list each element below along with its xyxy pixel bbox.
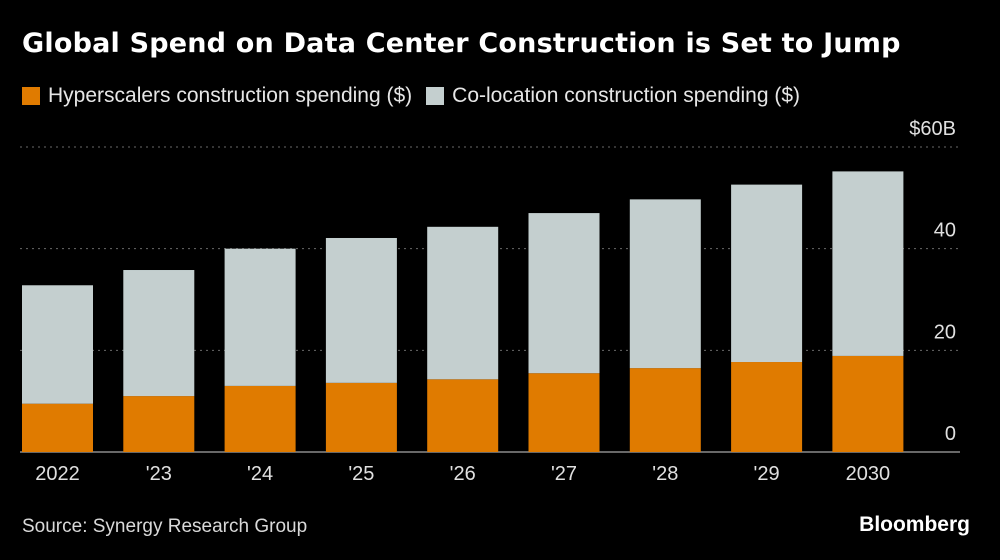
- bar-colocation: [731, 184, 803, 363]
- bar-colocation: [427, 226, 499, 380]
- y-tick-label: $60B: [909, 118, 956, 140]
- y-tick-label: 20: [934, 321, 956, 343]
- stacked-bar-chart: 0 20 40 $60B 2022 '23 '24 '25 '26 '27 '28 '29 2030: [20, 118, 960, 485]
- legend-label-hyperscalers: Hyperscalers construction spending ($): [48, 84, 413, 107]
- bar-colocation: [832, 171, 904, 356]
- bar-colocation: [629, 199, 701, 369]
- x-tick-label: '26: [450, 463, 476, 485]
- bar-hyperscalers: [123, 396, 195, 452]
- chart-title: Global Spend on Data Center Construction…: [22, 28, 901, 59]
- x-tick-label: 2022: [35, 463, 80, 485]
- legend-swatch-hyperscalers: [22, 87, 40, 105]
- x-tick-label: '24: [247, 463, 273, 485]
- x-tick-label: '25: [348, 463, 374, 485]
- legend: Hyperscalers construction spending ($) C…: [22, 84, 814, 108]
- bar-hyperscalers: [224, 385, 296, 452]
- legend-item-colocation: Co-location construction spending ($): [426, 84, 800, 108]
- x-tick-label: '27: [551, 463, 577, 485]
- bar-hyperscalers: [832, 355, 904, 452]
- bar-hyperscalers: [528, 373, 600, 452]
- bar-colocation: [528, 213, 600, 374]
- legend-swatch-colocation: [426, 87, 445, 105]
- bar-colocation: [224, 248, 296, 386]
- x-tick-label: 2030: [846, 463, 891, 485]
- bar-hyperscalers: [22, 403, 93, 452]
- legend-label-colocation: Co-location construction spending ($): [452, 84, 801, 107]
- source-note: Source: Synergy Research Group: [22, 516, 308, 537]
- bar-colocation: [325, 237, 397, 383]
- x-tick-label: '29: [754, 463, 780, 485]
- bar-hyperscalers: [731, 362, 803, 452]
- legend-item-hyperscalers: Hyperscalers construction spending ($): [22, 84, 412, 108]
- bar-hyperscalers: [427, 379, 499, 452]
- x-tick-label: '28: [652, 463, 678, 485]
- bar-colocation: [123, 270, 195, 397]
- y-tick-label: 0: [945, 423, 956, 445]
- x-tick-label: '23: [146, 463, 172, 485]
- bloomberg-logo: Bloomberg: [859, 513, 970, 536]
- bar-hyperscalers: [325, 382, 397, 452]
- bar-colocation: [22, 285, 93, 404]
- bar-hyperscalers: [629, 368, 701, 452]
- y-tick-label: 40: [934, 220, 956, 242]
